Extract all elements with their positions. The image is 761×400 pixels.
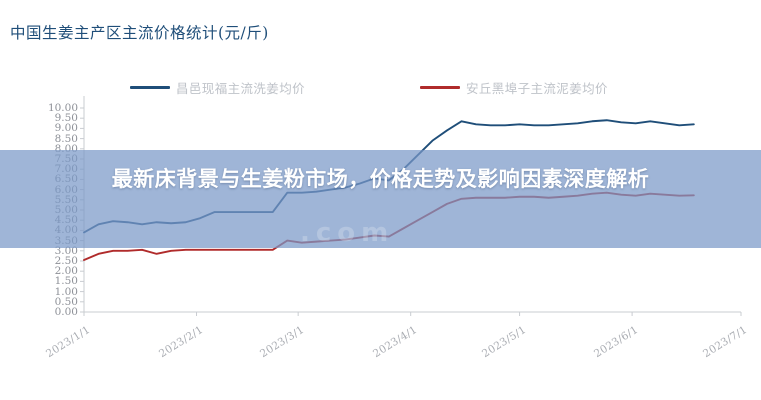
chart-title: 中国生姜主产区主流价格统计(元/斤)	[10, 24, 269, 42]
site-watermark: .com	[300, 218, 395, 248]
y-axis-tick-label: 2.00	[54, 265, 78, 278]
y-axis-tick-label: 0.50	[54, 295, 78, 308]
y-axis-tick-label: 1.00	[54, 285, 78, 298]
legend-label-blue: 昌邑现福主流洗姜均价	[176, 81, 306, 96]
legend-item-red: 安丘黑埠子主流泥姜均价	[420, 78, 608, 97]
y-axis-tick-label: 3.00	[54, 244, 78, 257]
legend-item-blue: 昌邑现福主流洗姜均价	[130, 78, 305, 97]
y-axis-tick-label: 1.50	[54, 275, 78, 288]
overlay-banner-band	[0, 150, 761, 248]
legend-swatch-blue-icon	[130, 86, 170, 89]
y-axis-tick-label: 8.50	[54, 132, 78, 145]
y-axis-tick-label: 8.00	[54, 142, 78, 155]
y-axis-tick-label: 2.50	[54, 255, 78, 267]
y-axis-tick-label: 9.00	[54, 122, 78, 135]
legend-label-red: 安丘黑埠子主流泥姜均价	[466, 81, 608, 96]
y-axis-tick-label: 0.00	[54, 306, 78, 318]
overlay-headline: 最新床背景与生姜粉市场，价格走势及影响因素深度解析	[111, 167, 650, 191]
y-axis-tick-label: 9.50	[54, 112, 78, 125]
legend-swatch-red-icon	[420, 86, 460, 89]
y-axis-tick-label: 10.00	[47, 102, 78, 114]
chart-legend: 昌邑现福主流洗姜均价 安丘黑埠子主流泥姜均价	[130, 78, 640, 98]
